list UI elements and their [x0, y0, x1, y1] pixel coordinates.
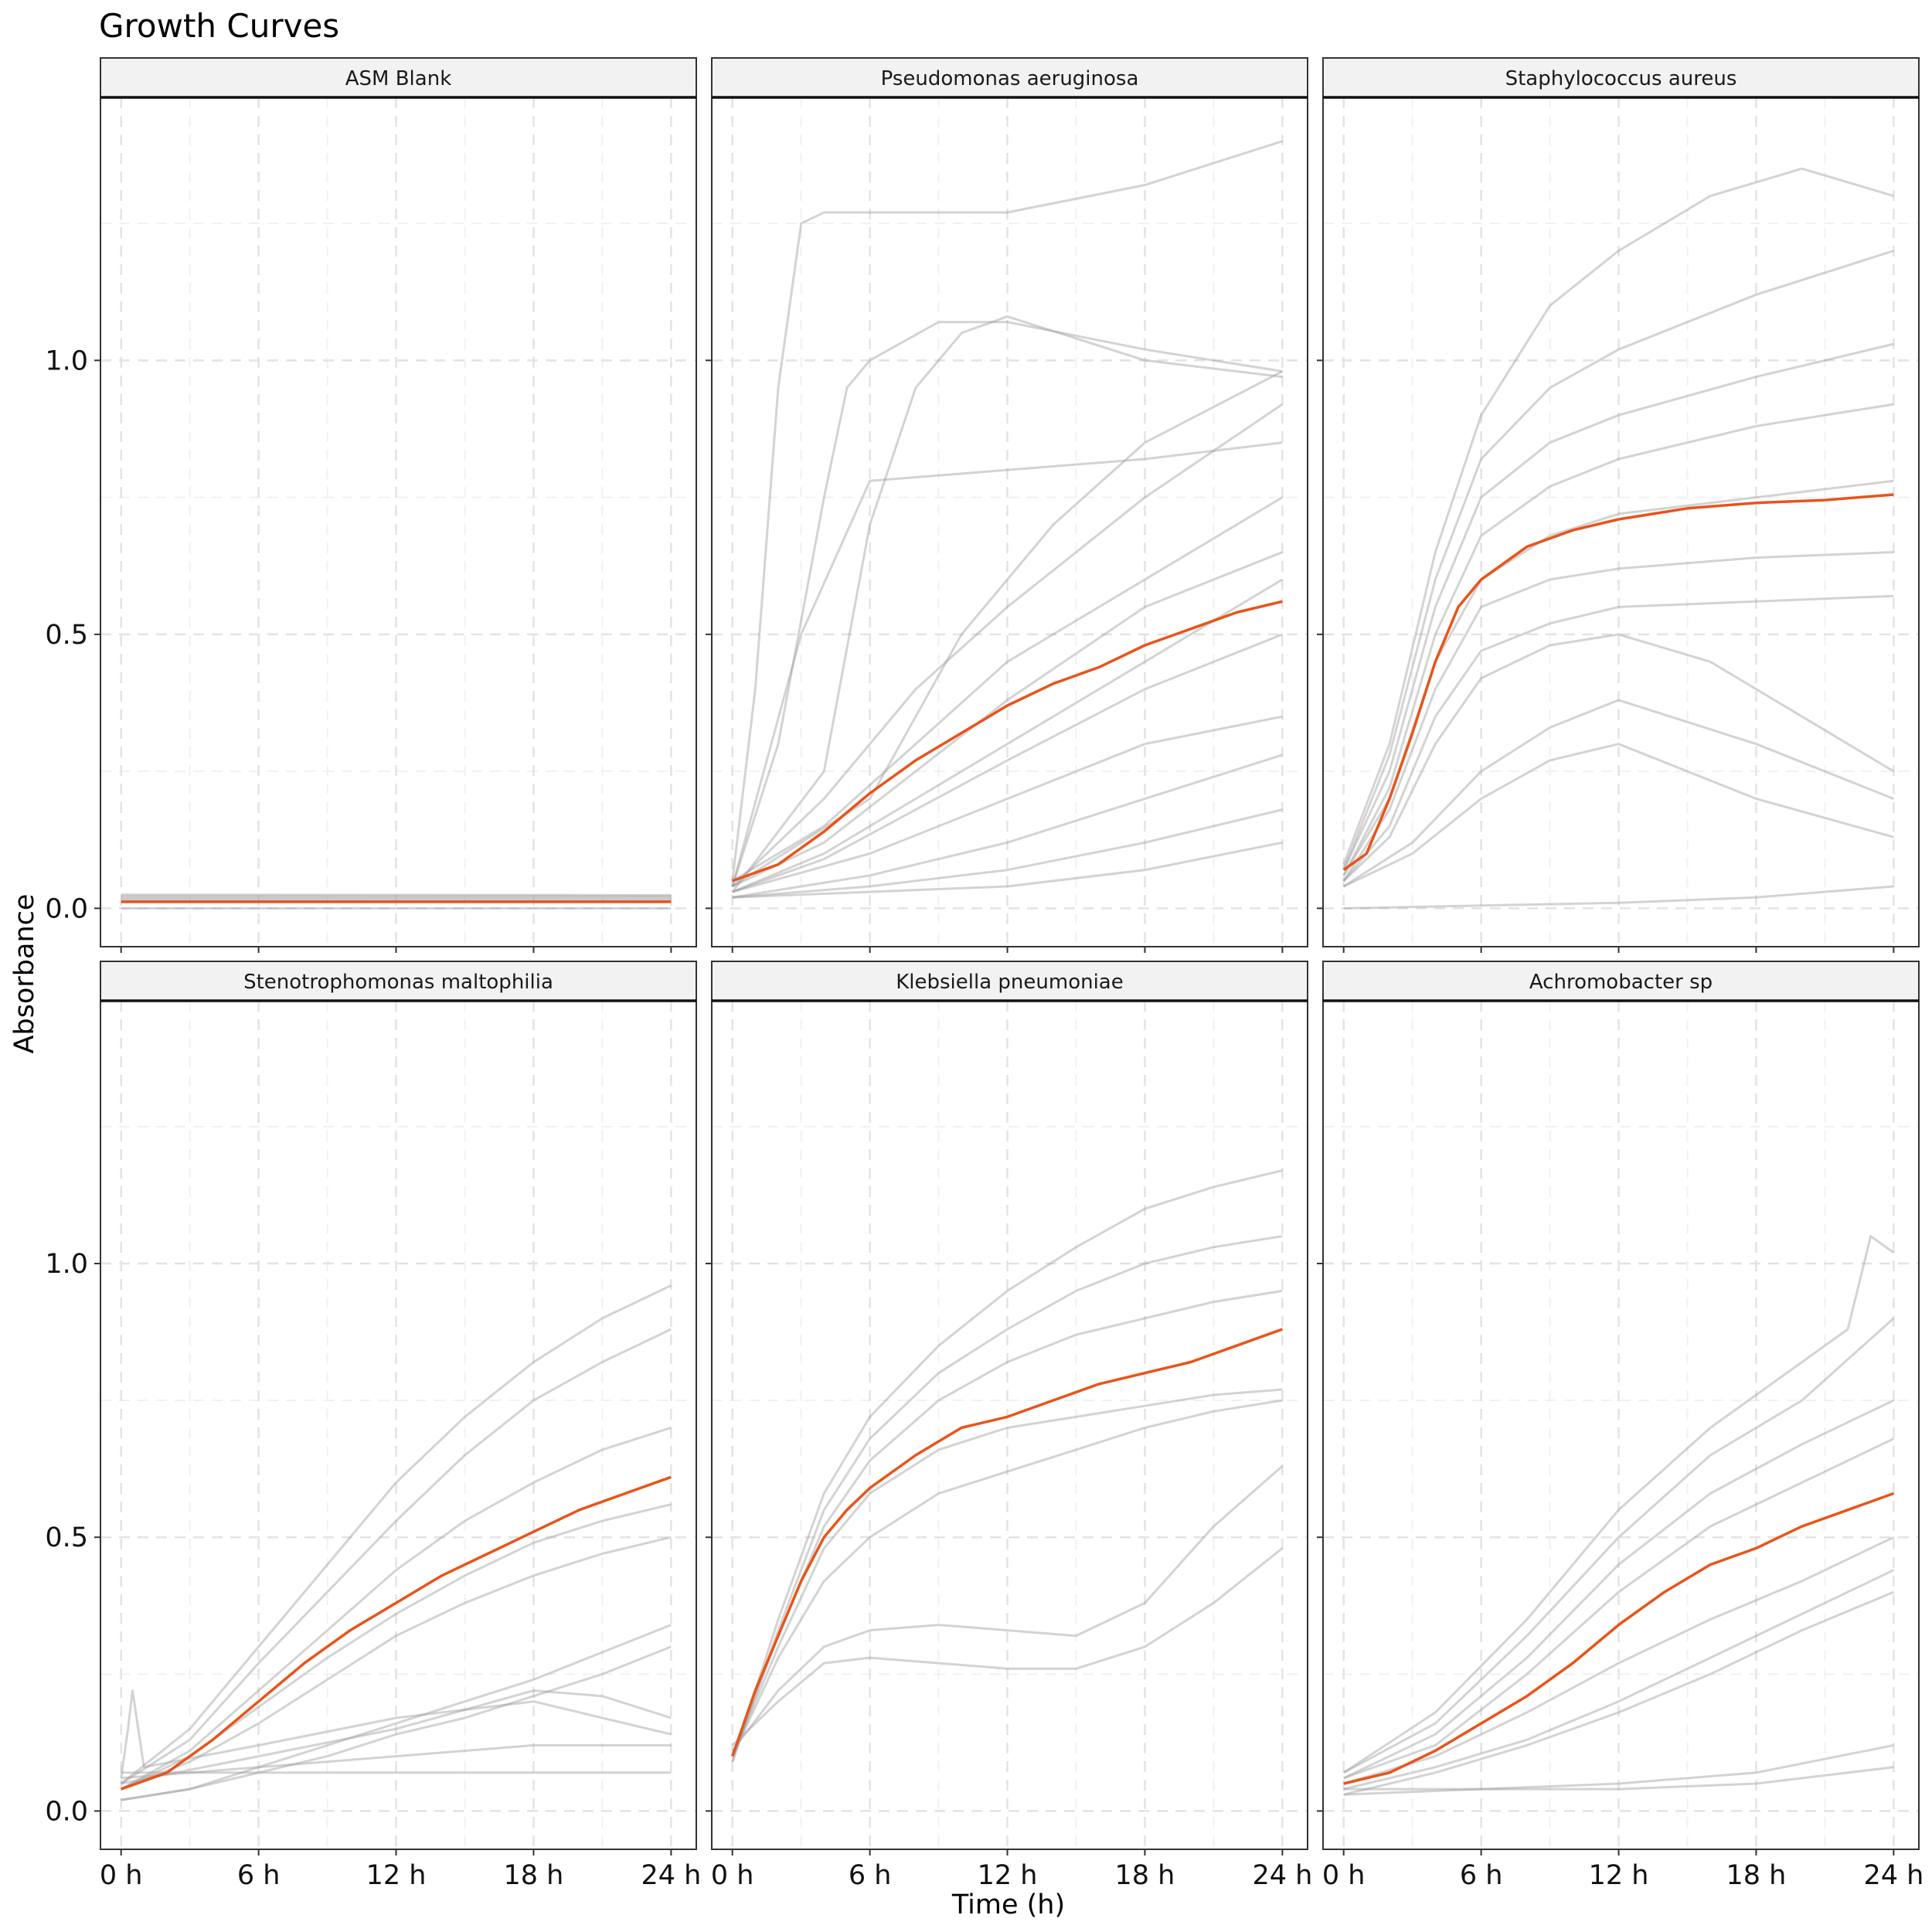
replicate-line [1343, 1743, 1894, 1791]
replicate-line [731, 140, 1283, 882]
replicate-line [120, 1427, 672, 1791]
replicate-line [121, 893, 672, 896]
replicate-line [1342, 594, 1894, 882]
x-tick-label: 12 h [1589, 1860, 1649, 1891]
mean-line [1343, 1492, 1894, 1785]
replicate-line [1342, 403, 1894, 876]
replicate-line [1342, 699, 1894, 888]
facet-strip [100, 57, 697, 98]
replicate-line [1343, 885, 1894, 910]
facet-label: Staphylococcus aureus [1505, 67, 1737, 90]
y-tick-label: 0.5 [45, 620, 88, 651]
facet-label: Achromobacter sp [1529, 971, 1713, 994]
x-tick-label: 0 h [1322, 1860, 1366, 1891]
replicate-line [1342, 167, 1894, 866]
x-tick-label: 0 h [100, 1860, 143, 1891]
panel-border [1322, 1000, 1920, 1850]
y-tick-label: 1.0 [45, 345, 88, 376]
y-tick-label: 0.0 [45, 1796, 88, 1827]
replicate-line [732, 578, 1284, 893]
replicate-line [121, 1536, 672, 1791]
facet-label: Pseudomonas aeruginosa [881, 67, 1139, 90]
replicate-line [731, 1547, 1284, 1747]
replicate-line [121, 1689, 672, 1785]
facet-strip [711, 961, 1308, 1002]
replicate-line [1342, 551, 1894, 882]
x-tick-label: 12 h [978, 1860, 1038, 1891]
replicate-line [121, 1624, 672, 1801]
replicate-line [1343, 1569, 1895, 1791]
replicate-line [120, 1328, 672, 1785]
x-tick-label: 6 h [237, 1860, 281, 1891]
replicate-line [731, 496, 1284, 883]
y-tick-label: 0.5 [45, 1522, 88, 1553]
replicate-line [1342, 633, 1895, 882]
panel-pseudomonas-aeruginosa: Pseudomonas aeruginosa [706, 57, 1308, 953]
replicate-line [731, 1399, 1283, 1757]
x-tick-label: 0 h [711, 1860, 754, 1891]
replicate-line [121, 1645, 672, 1801]
facet-label: ASM Blank [345, 67, 452, 90]
facet-label: Klebsiella pneumoniae [896, 971, 1124, 994]
facet-label: Stenotrophomonas maltophilia [243, 971, 553, 994]
replicate-line [732, 753, 1283, 899]
replicate-line [1343, 1399, 1895, 1780]
x-tick-label: 18 h [504, 1860, 564, 1891]
replicate-line [731, 321, 1283, 887]
replicate-line [1343, 743, 1894, 888]
replicate-line [1343, 1437, 1895, 1780]
replicate-line [1342, 342, 1894, 871]
x-tick-label: 6 h [1460, 1860, 1503, 1891]
replicate-line [731, 1464, 1284, 1752]
y-tick-label: 0.0 [45, 893, 88, 924]
x-tick-label: 18 h [1115, 1860, 1175, 1891]
facet-strip [100, 961, 697, 1002]
x-tick-label: 24 h [641, 1860, 701, 1891]
replicate-line [732, 633, 1283, 893]
replicate-line [732, 551, 1283, 888]
replicate-line [732, 841, 1283, 899]
x-tick-label: 24 h [1863, 1860, 1923, 1891]
facet-panels: ASM Blank 0.0 0.5 1.0 Pseudomonas aeruginosa… [45, 57, 1923, 1891]
replicate-line [120, 1284, 672, 1785]
x-tick-label: 6 h [849, 1860, 892, 1891]
replicate-line [1343, 1536, 1895, 1785]
x-tick-label: 24 h [1252, 1860, 1312, 1891]
replicate-line [1343, 1590, 1894, 1796]
mean-line [121, 1475, 672, 1791]
replicate-line [731, 1388, 1283, 1757]
replicate-line [1342, 250, 1894, 871]
replicate-line [732, 715, 1283, 893]
panel-staphylococcus-aureus: Staphylococcus aureus [1317, 57, 1920, 953]
mean-line [731, 1328, 1283, 1757]
facet-strip [711, 57, 1308, 98]
panel-asm-blank: ASM Blank 0.0 0.5 1.0 [45, 57, 697, 953]
mean-line [1342, 493, 1894, 872]
mean-line [732, 600, 1283, 883]
replicate-line [731, 1235, 1283, 1763]
chart-title: Growth Curves [99, 7, 339, 45]
x-tick-label: 12 h [366, 1860, 427, 1891]
replicate-line [731, 403, 1284, 888]
replicate-line [732, 808, 1283, 899]
facet-strip [1322, 961, 1920, 1002]
replicate-line [120, 1689, 672, 1779]
y-tick-label: 1.0 [45, 1249, 88, 1280]
replicate-line [1343, 1766, 1894, 1796]
replicate-line [1342, 1235, 1895, 1774]
replicate-line [1342, 1317, 1895, 1774]
replicate-line [731, 315, 1283, 893]
replicate-line [731, 441, 1283, 887]
replicate-line [731, 1169, 1283, 1763]
x-axis-label: Time (h) [951, 1889, 1065, 1920]
panel-border [711, 1000, 1308, 1850]
y-axis-label: Absorbance [9, 894, 40, 1054]
x-tick-label: 18 h [1726, 1860, 1787, 1891]
panel-klebsiella-pneumoniae: Klebsiella pneumoniae 0 h 6 h 12 h 18 h 24 h [706, 961, 1312, 1891]
panel-border [100, 97, 697, 947]
panel-stenotrophomonas-maltophilia: Stenotrophomonas maltophilia 0 h 6 h 12 h 18… [45, 961, 701, 1891]
replicate-line [121, 1743, 672, 1780]
panel-achromobacter-sp: Achromobacter sp 0 h 6 h 12 h 18 h 24 h [1317, 961, 1923, 1891]
